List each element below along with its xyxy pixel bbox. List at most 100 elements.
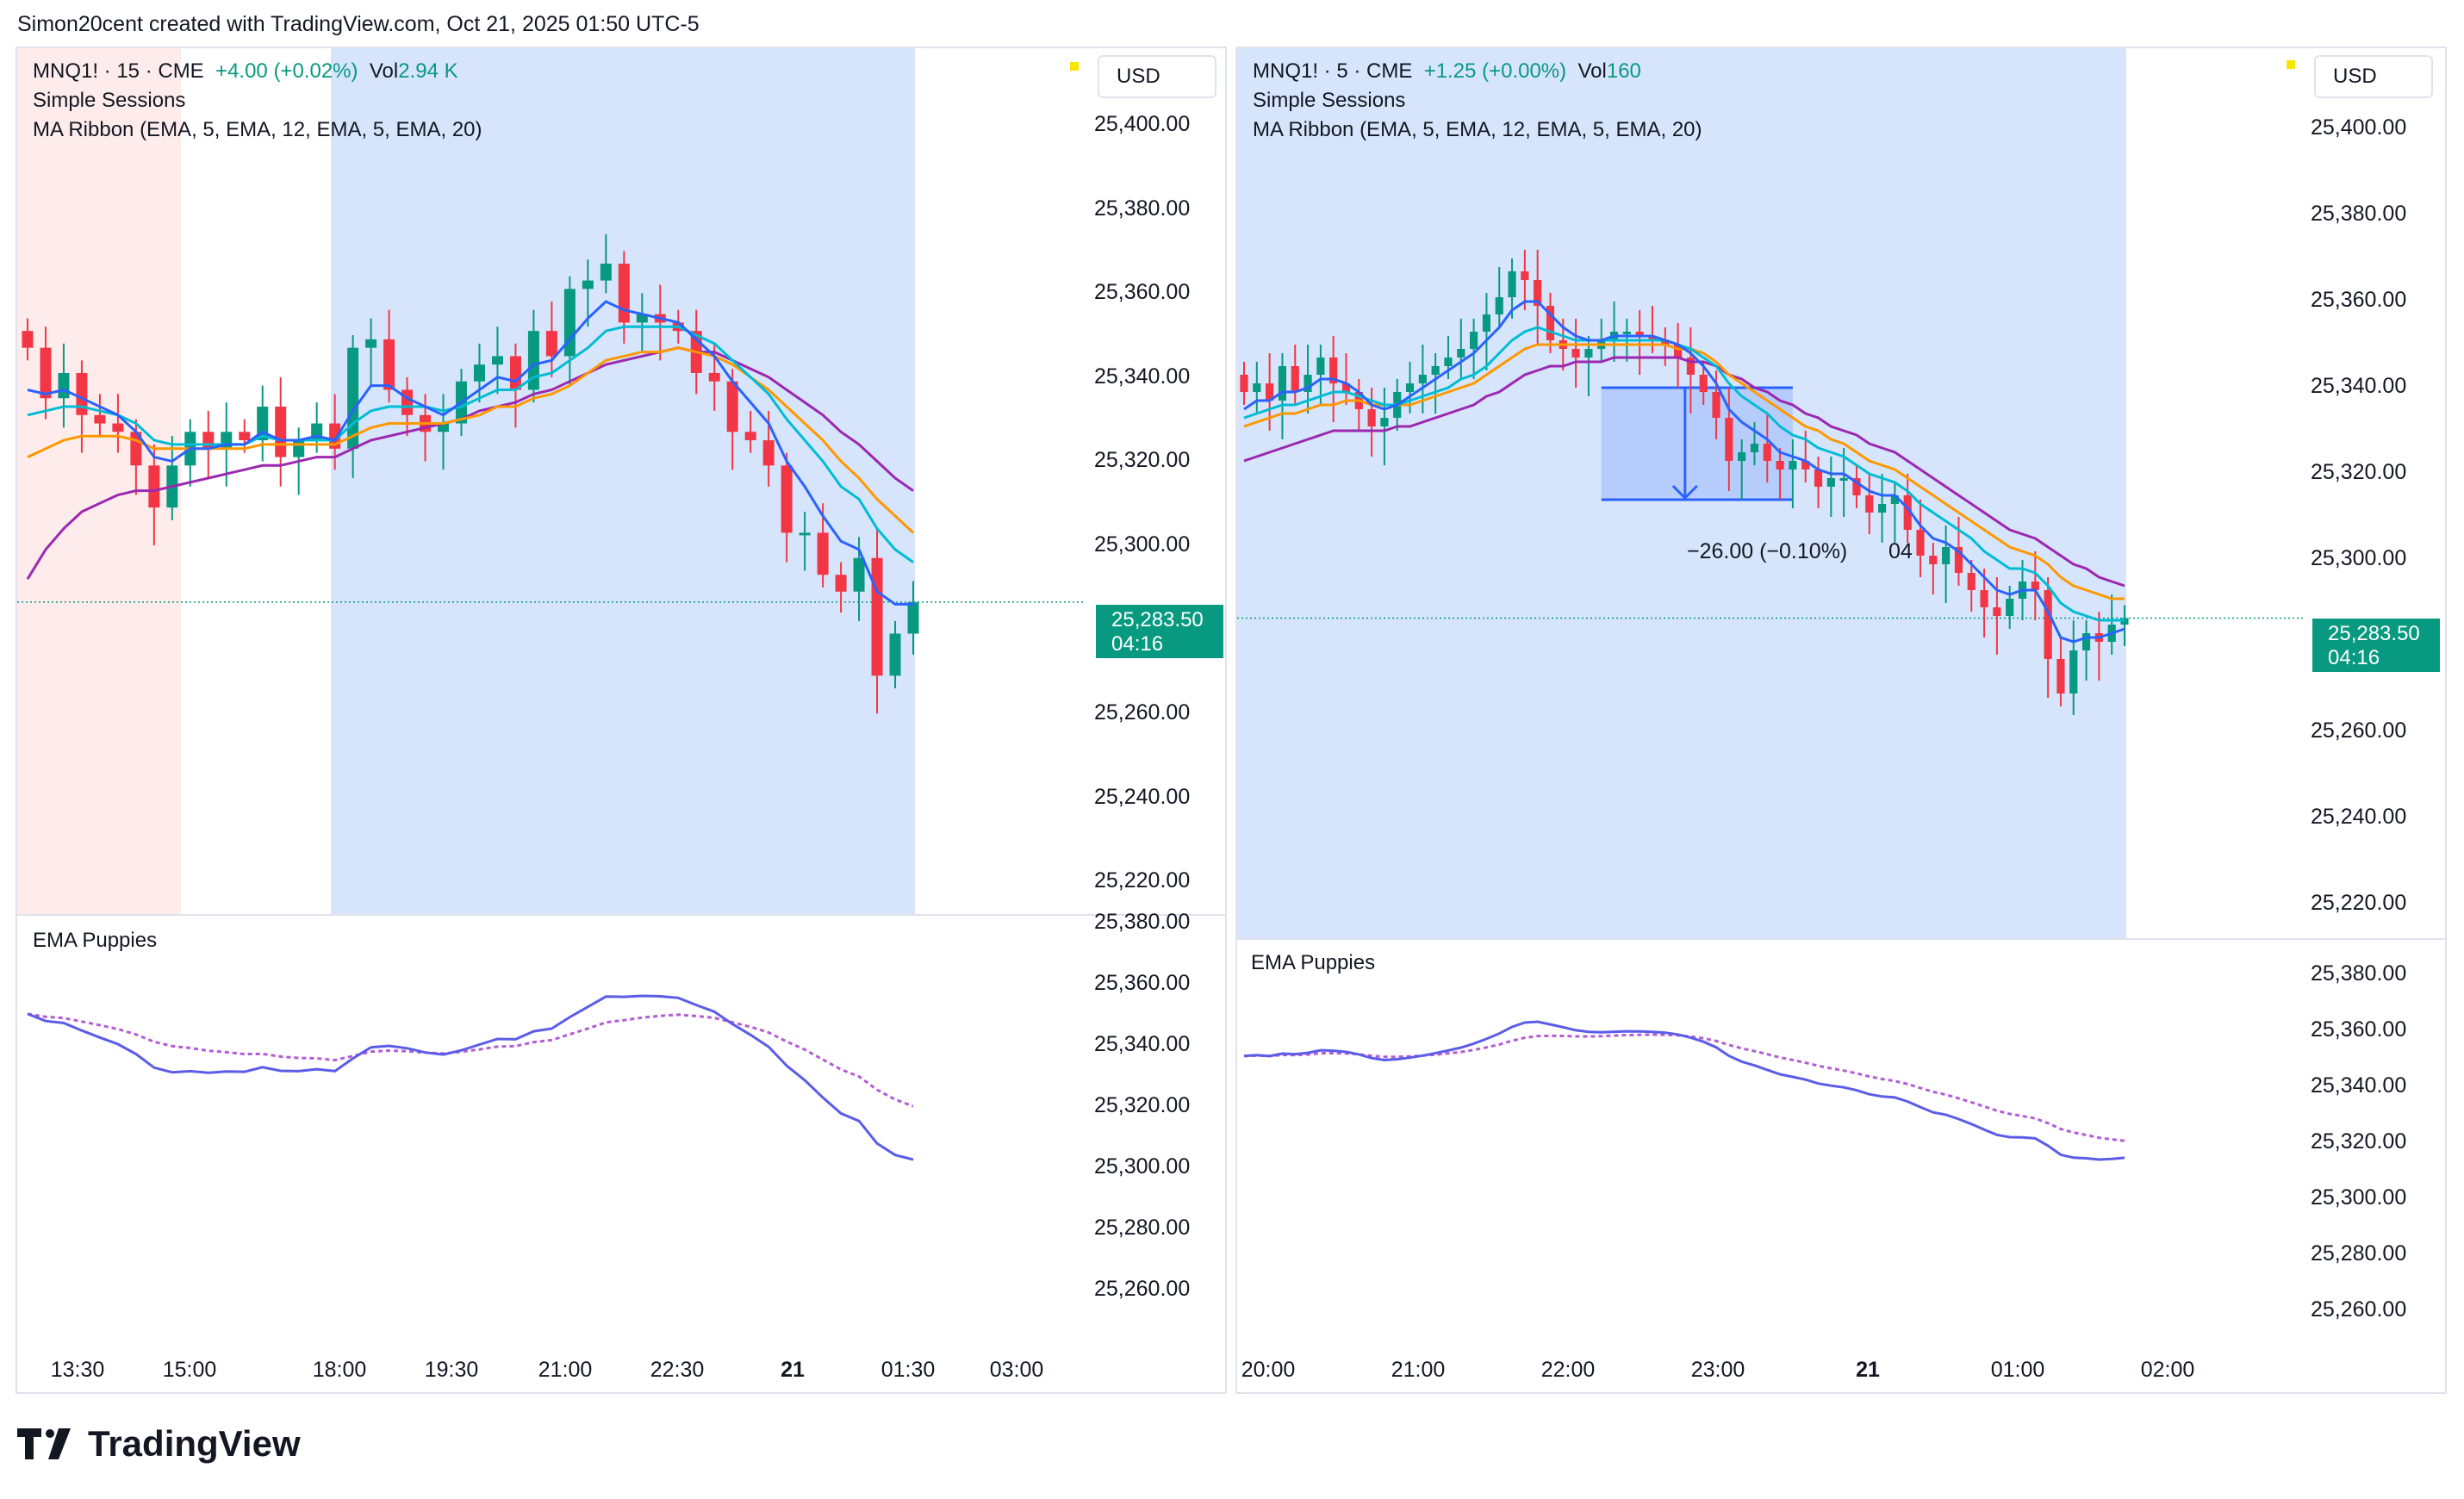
indicator-ma-ribbon[interactable]: MA Ribbon (EMA, 5, EMA, 12, EMA, 5, EMA,… [1253, 118, 1702, 141]
symbol-label[interactable]: MNQ1! · 5 · CME [1253, 59, 1413, 83]
vol-value: 2.94 K [398, 59, 458, 83]
time-tick-label: 13:30 [50, 1358, 105, 1382]
last-price: 25,283.50 [1111, 608, 1204, 631]
price-tick-label: 25,260.00 [1094, 700, 1191, 725]
ribbon-line-ema5b [27, 346, 915, 534]
candle-body [636, 314, 648, 323]
candle-body [1967, 573, 1976, 590]
candle-body [76, 372, 88, 415]
candle-body [1738, 452, 1746, 461]
price-tick-label: 25,240.00 [1094, 784, 1191, 809]
vol-value: 160 [1606, 59, 1641, 83]
candle-body [1304, 375, 1312, 392]
price-tick-label: 25,340.00 [1094, 364, 1191, 389]
chart-canvas-15m[interactable] [17, 48, 1227, 1394]
measure-label-tail: 04 [1888, 539, 1913, 563]
time-tick-label: 15:00 [162, 1358, 217, 1382]
time-tick-label: 01:30 [880, 1358, 936, 1382]
ribbon-line-ema20 [1243, 356, 2125, 588]
price-tick-label: 25,240.00 [2311, 805, 2407, 829]
price-tick-label: 25,340.00 [2311, 374, 2407, 398]
candle-body [1521, 271, 1529, 280]
indicator-sessions[interactable]: Simple Sessions [33, 89, 186, 112]
candle-body [293, 440, 305, 457]
candle-body [22, 331, 34, 348]
candle-body [1546, 306, 1555, 340]
price-tick-label: 25,360.00 [2311, 288, 2407, 312]
price-tick-label: 25,300.00 [2311, 546, 2407, 570]
time-tick-label: 19:30 [424, 1358, 479, 1382]
candle-body [1495, 297, 1503, 314]
candle-body [1253, 383, 1261, 392]
price-tick-label: 25,220.00 [2311, 891, 2407, 915]
candle-body [1405, 383, 1415, 392]
puppy-fast-line [27, 994, 914, 1161]
candle-body [1674, 345, 1683, 358]
price-tick-label: 25,220.00 [1094, 868, 1191, 893]
tradingview-logo[interactable]: TradingView [17, 1423, 301, 1465]
candle-body [907, 601, 919, 634]
candle-body [762, 440, 775, 466]
sub-price-tick-label: 25,300.00 [1094, 1154, 1191, 1179]
chart-pane-5m[interactable]: MNQ1! · 5 · CME +1.25 (+0.00%) Vol160 Si… [1235, 47, 2447, 1394]
candle-body [708, 372, 720, 382]
candle-body [853, 557, 865, 592]
candle-body [2081, 633, 2091, 650]
candle-body [94, 414, 106, 424]
price-tick-label: 25,400.00 [2311, 115, 2407, 140]
indicator-sessions[interactable]: Simple Sessions [1253, 89, 1406, 112]
candle-body [509, 356, 521, 390]
candle-body [2006, 599, 2014, 616]
sub-price-tick-label: 25,280.00 [2311, 1241, 2407, 1266]
time-tick-label: 21:00 [1391, 1358, 1446, 1382]
candle-body [1508, 271, 1516, 297]
currency-button[interactable]: USD [1098, 55, 1216, 98]
sub-price-tick-label: 25,340.00 [2311, 1073, 2407, 1098]
candle-body [835, 575, 847, 592]
time-tick-label: 22:00 [1540, 1358, 1596, 1382]
candle-body [1240, 375, 1248, 392]
chart-legend: MNQ1! · 15 · CME +4.00 (+0.02%) Vol2.94 … [33, 57, 482, 145]
candle-body [1877, 504, 1887, 513]
change-label: +1.25 (+0.00%) [1423, 59, 1567, 83]
time-tick-label: 21 [1856, 1358, 1880, 1382]
candle-body [1852, 478, 1861, 495]
candle-body [491, 356, 503, 365]
price-tick-label: 25,320.00 [2311, 460, 2407, 484]
time-tick-label: 21 [781, 1358, 805, 1382]
currency-button[interactable]: USD [2314, 55, 2433, 98]
sub-price-tick-label: 25,320.00 [1094, 1093, 1191, 1117]
candle-body [40, 347, 52, 399]
measure-label: −26.00 (−0.10%) [1687, 539, 1848, 563]
candle-body [871, 557, 883, 676]
sub-price-tick-label: 25,320.00 [2311, 1129, 2407, 1154]
sub-price-tick-label: 25,260.00 [1094, 1277, 1191, 1301]
time-tick-label: 02:00 [2140, 1358, 2195, 1382]
time-tick-label: 01:00 [1990, 1358, 2045, 1382]
candle-body [1686, 358, 1695, 375]
measure-arrow-icon [1671, 484, 1698, 501]
price-tick-label: 25,380.00 [2311, 202, 2407, 226]
indicator-ma-ribbon[interactable]: MA Ribbon (EMA, 5, EMA, 12, EMA, 5, EMA,… [33, 118, 482, 141]
chart-canvas-5m[interactable] [1237, 48, 2447, 1394]
candle-body [1789, 461, 1797, 470]
candle-body [600, 264, 612, 281]
candle-body [1316, 358, 1325, 375]
candle-body [1329, 358, 1338, 383]
candle-body [1890, 495, 1899, 504]
candle-body [618, 264, 630, 323]
candle-body [1801, 461, 1810, 470]
last-price: 25,283.50 [2328, 622, 2420, 645]
candle-body [1954, 547, 1963, 573]
sub-price-tick-label: 25,260.00 [2311, 1297, 2407, 1322]
bar-countdown: 04:16 [2328, 646, 2380, 669]
chart-pane-15m[interactable]: MNQ1! · 15 · CME +4.00 (+0.02%) Vol2.94 … [16, 47, 1227, 1394]
candle-body [1750, 444, 1759, 452]
price-tick-label: 25,320.00 [1094, 448, 1191, 473]
candle-body [1699, 375, 1708, 392]
sub-pane-title: EMA Puppies [33, 929, 158, 952]
candle-body [582, 280, 594, 289]
symbol-label[interactable]: MNQ1! · 15 · CME [33, 59, 204, 83]
price-tick-label: 25,260.00 [2311, 718, 2407, 743]
candle-body [1584, 349, 1593, 358]
